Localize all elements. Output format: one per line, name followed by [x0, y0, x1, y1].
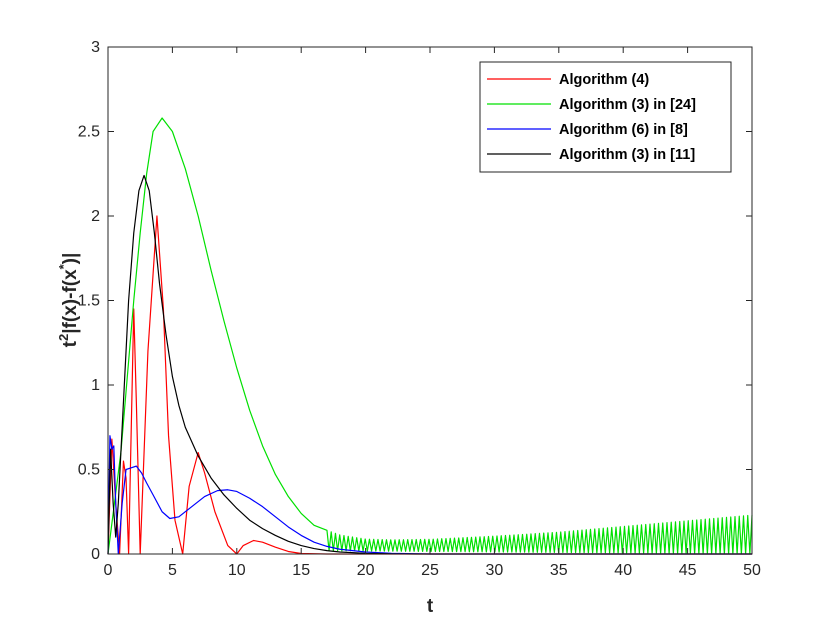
- x-tick-label: 10: [228, 562, 246, 579]
- series-line-3: [107, 435, 752, 555]
- legend-label-4: Algorithm (3) in [11]: [559, 147, 695, 163]
- x-tick-label: 40: [614, 562, 632, 579]
- y-tick-label: 1: [91, 377, 100, 394]
- series-layer: [107, 117, 753, 555]
- legend-label-3: Algorithm (6) in [8]: [559, 122, 688, 138]
- y-tick-label: 0: [91, 546, 100, 563]
- x-tick-label: 0: [104, 562, 113, 579]
- legend: Algorithm (4) Algorithm (3) in [24] Algori…: [479, 61, 732, 173]
- x-tick-label: 5: [168, 562, 177, 579]
- x-axis-label: t: [427, 596, 434, 617]
- y-axis-label: t2|f(x)-f(x*)|: [56, 253, 81, 348]
- series-line-4: [107, 174, 752, 555]
- x-tick-label: 50: [743, 562, 761, 579]
- x-tick-label: 25: [421, 562, 439, 579]
- y-tick-label: 2.5: [78, 124, 100, 141]
- x-tick-label: 30: [486, 562, 504, 579]
- x-tick-label: 35: [550, 562, 568, 579]
- legend-label-2: Algorithm (3) in [24]: [559, 97, 696, 113]
- ticks-layer: 0 5 10 15 20 25 30 35 40 45 50 0 0.5 1 1.5 2 2.5 3: [78, 39, 761, 579]
- x-tick-label: 15: [292, 562, 310, 579]
- x-tick-label: 20: [357, 562, 375, 579]
- legend-label-1: Algorithm (4): [559, 72, 649, 88]
- y-tick-label: 0.5: [78, 462, 100, 479]
- series-line-2: [107, 117, 753, 555]
- x-tick-label: 45: [679, 562, 697, 579]
- y-tick-label: 2: [91, 208, 100, 225]
- y-tick-label: 3: [91, 39, 100, 56]
- y-tick-label: 1.5: [78, 293, 100, 310]
